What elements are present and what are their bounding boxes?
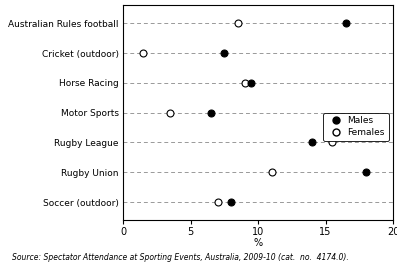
Text: Source: Spectator Attendance at Sporting Events, Australia, 2009-10 (cat.  no.  : Source: Spectator Attendance at Sporting…: [12, 253, 349, 262]
X-axis label: %: %: [254, 238, 262, 248]
Legend: Males, Females: Males, Females: [323, 113, 389, 141]
